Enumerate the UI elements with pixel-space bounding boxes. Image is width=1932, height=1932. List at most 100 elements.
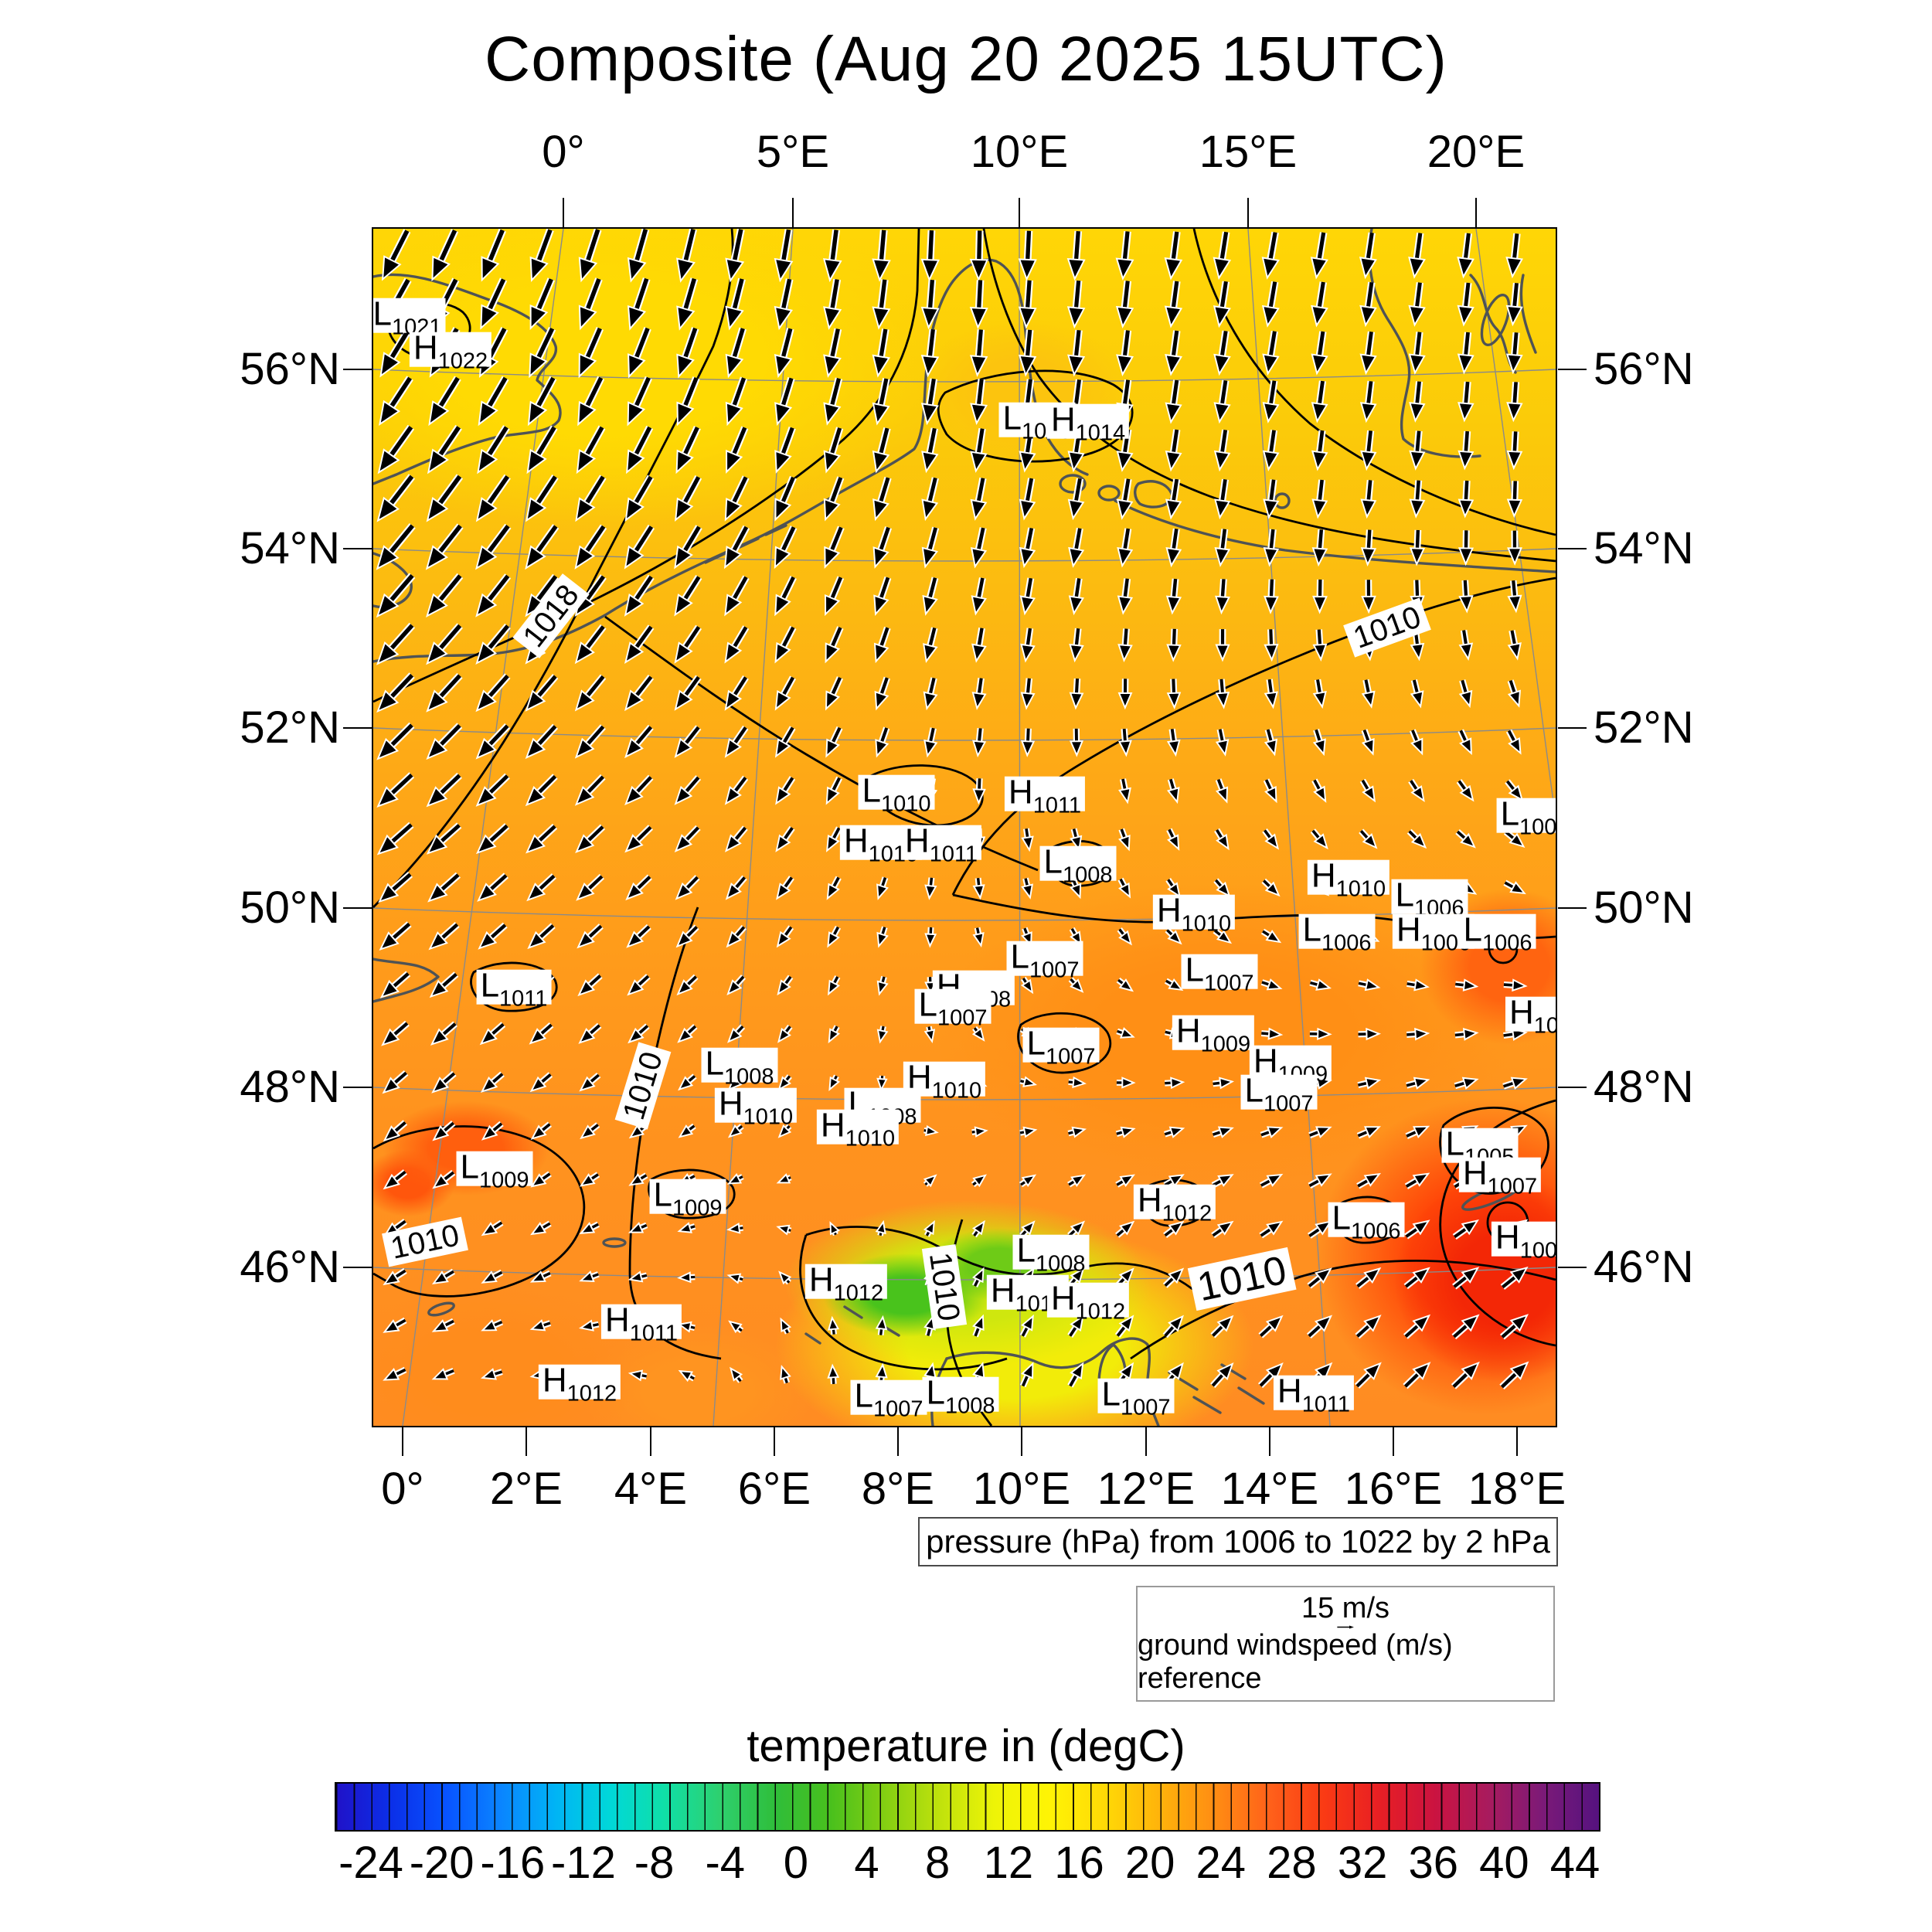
x-axis-top-tick xyxy=(1475,198,1478,227)
y-axis-left-tick xyxy=(343,906,372,910)
wind-arrow xyxy=(872,427,891,474)
wind-arrow xyxy=(575,474,607,522)
wind-arrow xyxy=(1262,430,1280,471)
wind-arrow xyxy=(823,377,843,426)
wind-arrow xyxy=(1457,233,1475,279)
wind-arrow xyxy=(477,425,510,474)
y-axis-left-tick xyxy=(343,1086,372,1089)
wind-arrow xyxy=(1360,430,1377,471)
wind-arrow xyxy=(675,426,701,474)
colorbar-tick-label: 32 xyxy=(1337,1838,1388,1888)
pressure-center-label: H1012 xyxy=(804,1260,888,1304)
wind-arrow xyxy=(1116,330,1134,376)
pressure-center-letter: L xyxy=(918,985,937,1024)
pressure-center-letter: H xyxy=(1175,1012,1201,1050)
wind-arrow xyxy=(675,475,702,522)
wind-arrow xyxy=(1458,381,1475,423)
pressure-center-label: L1007 xyxy=(914,985,992,1029)
wind-arrow xyxy=(475,474,511,522)
y-axis-right-label: 54°N xyxy=(1594,523,1694,573)
wind-arrow xyxy=(628,327,651,379)
x-axis-bottom-tick xyxy=(1392,1427,1395,1456)
pressure-center-value: 1007 xyxy=(872,1396,923,1422)
pressure-center-letter: H xyxy=(542,1361,567,1400)
wind-arrow xyxy=(527,376,557,427)
wind-arrow xyxy=(1359,331,1377,376)
y-axis-left-label: 50°N xyxy=(240,883,340,933)
wind-arrow xyxy=(1457,332,1475,375)
pressure-center-letter: L xyxy=(1332,1199,1351,1237)
x-axis-bottom-tick xyxy=(1145,1427,1148,1456)
wind-arrow xyxy=(1409,430,1426,471)
wind-arrow xyxy=(872,378,890,426)
colorbar-tick-label: 12 xyxy=(983,1838,1034,1888)
pressure-center-letter: H xyxy=(1008,773,1033,811)
chart-title: Composite (Aug 20 2025 15UTC) xyxy=(485,24,1447,94)
wind-arrow xyxy=(1359,380,1377,423)
pressure-center-letter: H xyxy=(1277,1372,1302,1410)
pressure-center-letter: H xyxy=(1396,910,1421,949)
wind-arrow xyxy=(1018,280,1037,329)
pressure-center-letter: H xyxy=(604,1301,630,1339)
pressure-caption-text: pressure (hPa) from 1006 to 1022 by 2 hP… xyxy=(926,1523,1550,1560)
colorbar-tick-label: -12 xyxy=(551,1838,616,1888)
wind-arrow xyxy=(1165,429,1182,472)
pressure-center-letter: H xyxy=(1509,993,1534,1032)
pressure-center-label: L1007 xyxy=(1097,1377,1175,1419)
wind-arrow xyxy=(1067,478,1085,521)
wind-arrow xyxy=(676,229,698,283)
wind-arrow xyxy=(970,477,988,521)
x-axis-top-label: 10°E xyxy=(970,127,1069,177)
wind-arrow xyxy=(529,229,554,282)
x-axis-bottom-label: 2°E xyxy=(489,1464,563,1514)
pressure-center-label: L1008 xyxy=(922,1376,999,1417)
wind-arrow xyxy=(1506,431,1523,471)
pressure-center-label: L1008 xyxy=(1012,1233,1090,1275)
wind-arrow xyxy=(823,476,845,522)
wind-arrow xyxy=(1066,280,1086,329)
pressure-center-value: 1006 xyxy=(1481,930,1532,956)
pressure-center-letter: H xyxy=(1156,891,1182,930)
wind-arrow xyxy=(525,524,560,570)
pressure-center-value: 1011 xyxy=(499,986,548,1012)
wind-arrow xyxy=(1409,381,1426,423)
wind-arrow xyxy=(872,279,891,330)
wind-arrow xyxy=(823,427,844,474)
wind-arrow xyxy=(725,229,745,283)
x-axis-bottom-label: 12°E xyxy=(1097,1464,1196,1514)
wind-arrow xyxy=(426,474,464,522)
wind-arrow xyxy=(376,522,416,570)
wind-arrow xyxy=(725,327,747,379)
pressure-center-letter: L xyxy=(862,771,881,810)
colorbar-tick-label: 16 xyxy=(1054,1838,1104,1888)
pressure-center-label: H1011 xyxy=(1273,1374,1355,1416)
wind-arrow xyxy=(969,329,988,378)
isobar-contours xyxy=(373,229,1556,1426)
wind-arrow xyxy=(774,229,794,283)
wind-arrow xyxy=(1311,430,1328,471)
pressure-center-value: 100 xyxy=(1519,1238,1556,1264)
wind-arrow xyxy=(1115,231,1134,281)
x-axis-bottom-label: 10°E xyxy=(972,1464,1071,1514)
wind-arrow xyxy=(1505,233,1523,279)
pressure-center-letter: H xyxy=(808,1260,834,1299)
pressure-center-value: 100 xyxy=(1519,815,1556,840)
wind-arrow xyxy=(676,376,700,427)
wind-arrow xyxy=(725,277,746,331)
pressure-center-value: 1012 xyxy=(833,1281,884,1306)
colorbar-tick-label: -20 xyxy=(409,1838,474,1888)
x-axis-top-label: 20°E xyxy=(1427,127,1526,177)
wind-arrow xyxy=(872,476,892,522)
wind-arrow xyxy=(774,377,795,427)
wind-arrow xyxy=(576,425,606,474)
x-axis-top-tick xyxy=(1247,198,1250,227)
wind-arrow xyxy=(1458,480,1475,519)
pressure-center-label: H1011 xyxy=(900,821,982,866)
colorbar-tick-label: 40 xyxy=(1479,1838,1529,1888)
pressure-center-letter: H xyxy=(904,821,930,860)
wind-arrow xyxy=(627,229,650,283)
pressure-center-label: L1007 xyxy=(1022,1026,1100,1068)
pressure-center-label: L1011 xyxy=(476,968,552,1010)
colorbar-tick-label: -4 xyxy=(705,1838,746,1888)
pressure-center-letter: H xyxy=(1050,1279,1076,1318)
